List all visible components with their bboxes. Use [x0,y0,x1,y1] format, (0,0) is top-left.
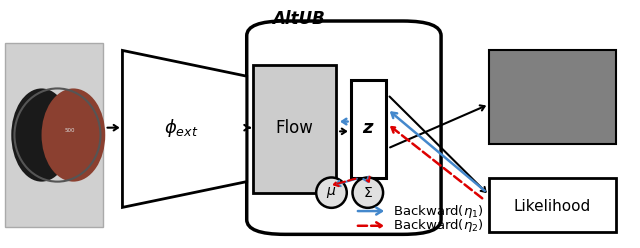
Ellipse shape [12,89,72,182]
Text: $\Sigma$: $\Sigma$ [363,186,372,200]
Bar [253,65,336,193]
Text: 500: 500 [65,128,76,133]
Polygon shape [122,50,246,207]
Text: Backward($\eta_1$): Backward($\eta_1$) [394,203,484,219]
Ellipse shape [353,178,383,208]
Text: AltUB: AltUB [272,10,325,28]
Text: z: z [362,119,373,137]
Text: Backward($\eta_2$): Backward($\eta_2$) [394,217,484,234]
Text: Flow: Flow [276,119,314,137]
Text: Likelihood: Likelihood [514,199,591,214]
Text: $\mu$: $\mu$ [326,185,337,200]
Bar [351,80,386,178]
Bar [489,178,616,232]
Ellipse shape [316,178,347,208]
Bar [4,43,103,227]
FancyBboxPatch shape [246,21,441,234]
Bar [489,50,616,144]
Ellipse shape [42,89,105,182]
Text: $\phi_{ext}$: $\phi_{ext}$ [164,117,198,139]
